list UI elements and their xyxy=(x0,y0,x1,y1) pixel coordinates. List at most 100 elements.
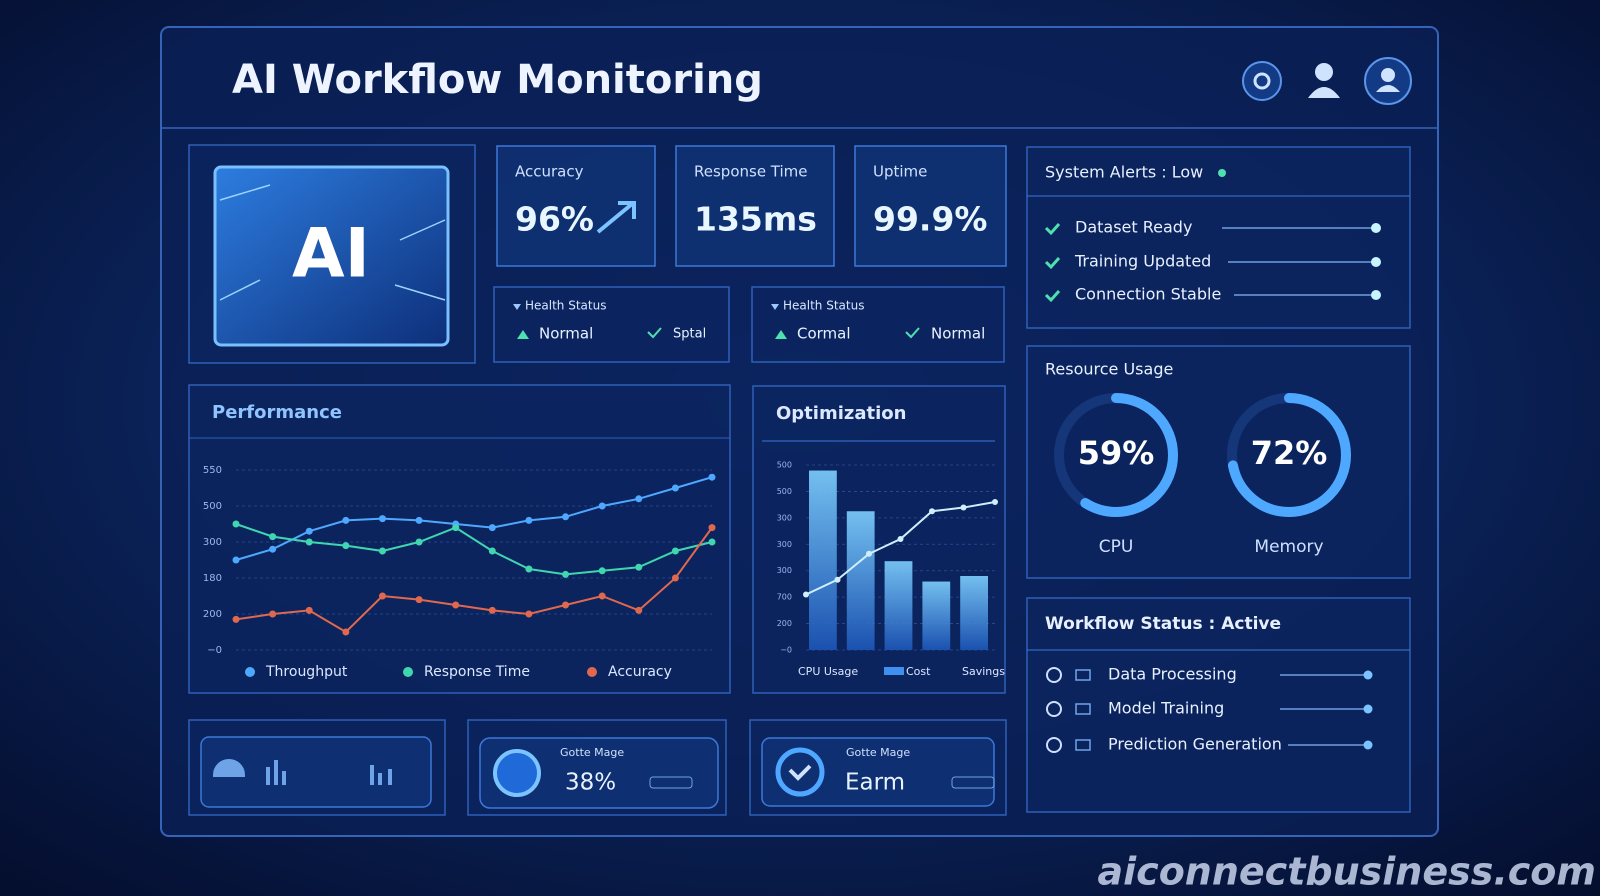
workflow-dot xyxy=(1363,704,1373,714)
bottom-label: Gotte Mage xyxy=(846,746,910,759)
alert-item: Connection Stable xyxy=(1075,285,1221,304)
settings-icon[interactable] xyxy=(1242,61,1282,101)
gauge-value: 59% xyxy=(1078,434,1155,472)
series-point xyxy=(708,538,716,546)
series-point xyxy=(269,610,277,618)
watermark: aiconnectbusiness.com xyxy=(1098,850,1597,894)
series-point xyxy=(562,513,570,521)
bar xyxy=(809,470,837,650)
legend-label: Cost xyxy=(906,665,931,678)
series-point xyxy=(671,574,679,582)
series-point xyxy=(232,556,240,564)
series-point xyxy=(378,592,386,600)
y-tick-label: 200 xyxy=(777,619,792,628)
y-tick-label: 500 xyxy=(777,461,792,470)
legend-swatch xyxy=(245,667,255,677)
metric-value: 135ms xyxy=(694,200,817,239)
legend-swatch xyxy=(403,667,413,677)
series-point xyxy=(269,533,277,541)
workflow-panel xyxy=(1026,597,1411,813)
trend-point xyxy=(929,508,935,515)
bottom-label: Gotte Mage xyxy=(560,746,624,759)
health-item: Cormal xyxy=(797,325,851,343)
y-tick-label: 500 xyxy=(777,487,792,496)
status-check xyxy=(905,327,920,339)
series-point xyxy=(488,524,496,532)
bar xyxy=(846,511,875,650)
metric-value: 99.9% xyxy=(873,200,988,239)
health-icon xyxy=(513,304,521,310)
bottom-card xyxy=(200,736,432,808)
series-point xyxy=(598,592,606,600)
trend-point xyxy=(803,591,809,598)
team-icon-body xyxy=(1308,87,1340,98)
legend-label: Response Time xyxy=(424,664,530,680)
series-point xyxy=(305,606,313,614)
series-point xyxy=(525,565,533,573)
y-tick-label: 300 xyxy=(777,566,792,575)
status-icon xyxy=(1046,701,1062,717)
legend-label: Accuracy xyxy=(608,664,672,680)
profile-head xyxy=(1381,68,1395,82)
alert-dot xyxy=(1371,257,1381,267)
alerts-panel xyxy=(1026,146,1411,329)
gauge-arc xyxy=(1054,393,1178,517)
series-point xyxy=(488,606,496,614)
legend-swatch xyxy=(884,667,904,675)
health-item: Sptal xyxy=(673,327,706,342)
series-line xyxy=(235,476,713,561)
workflow-dot xyxy=(1363,670,1373,680)
performance-panel xyxy=(188,384,731,694)
bar xyxy=(884,561,913,650)
health-item: Normal xyxy=(931,325,985,343)
series-point xyxy=(635,563,643,571)
series-point xyxy=(342,628,350,636)
series-point xyxy=(415,538,423,546)
bar xyxy=(922,581,951,650)
y-tick-label: 200 xyxy=(203,609,222,620)
page-title: AI Workflow Monitoring xyxy=(232,57,763,103)
trend-arrow xyxy=(596,201,636,234)
workflow-item: Prediction Generation xyxy=(1108,735,1282,754)
series-point xyxy=(708,473,716,481)
y-tick-label: 550 xyxy=(203,465,222,476)
workflow-item: Model Training xyxy=(1108,699,1224,718)
bottom-card xyxy=(479,737,719,809)
workflow-title: Workflow Status : Active xyxy=(1045,614,1281,634)
status-check xyxy=(647,327,662,339)
team-icon[interactable] xyxy=(1315,63,1333,81)
series-point xyxy=(305,527,313,535)
bottom-value: Earm xyxy=(845,770,905,796)
alerts-title: System Alerts : Low xyxy=(1045,163,1203,182)
series-point xyxy=(269,545,277,553)
task-icon xyxy=(1075,703,1091,715)
mini-bar xyxy=(951,776,995,789)
series-line xyxy=(235,523,713,576)
trend-point xyxy=(897,536,904,542)
series-line xyxy=(235,527,713,634)
y-tick-label: 180 xyxy=(203,573,222,584)
health-icon xyxy=(771,304,779,310)
alert-indicator xyxy=(1218,169,1226,177)
metric-label: Response Time xyxy=(694,163,808,181)
series-point xyxy=(635,495,643,503)
gauge-label: Memory xyxy=(1254,537,1323,557)
metric-card xyxy=(854,145,1007,267)
check-icon xyxy=(1044,290,1061,303)
status-up xyxy=(775,330,787,339)
gauge-label: CPU xyxy=(1099,537,1134,557)
series-point xyxy=(415,516,423,524)
check-icon xyxy=(1044,257,1061,270)
series-point xyxy=(671,484,679,492)
legend-label: CPU Usage xyxy=(798,665,858,678)
y-tick-label: −0 xyxy=(207,645,222,656)
mini-bar xyxy=(649,776,693,789)
y-tick-label: 300 xyxy=(777,513,792,522)
health-panel xyxy=(493,286,730,363)
check-mark xyxy=(788,764,812,781)
series-point xyxy=(488,547,496,555)
ai-chip xyxy=(213,165,450,347)
series-point xyxy=(635,606,643,614)
series-point xyxy=(452,524,460,532)
